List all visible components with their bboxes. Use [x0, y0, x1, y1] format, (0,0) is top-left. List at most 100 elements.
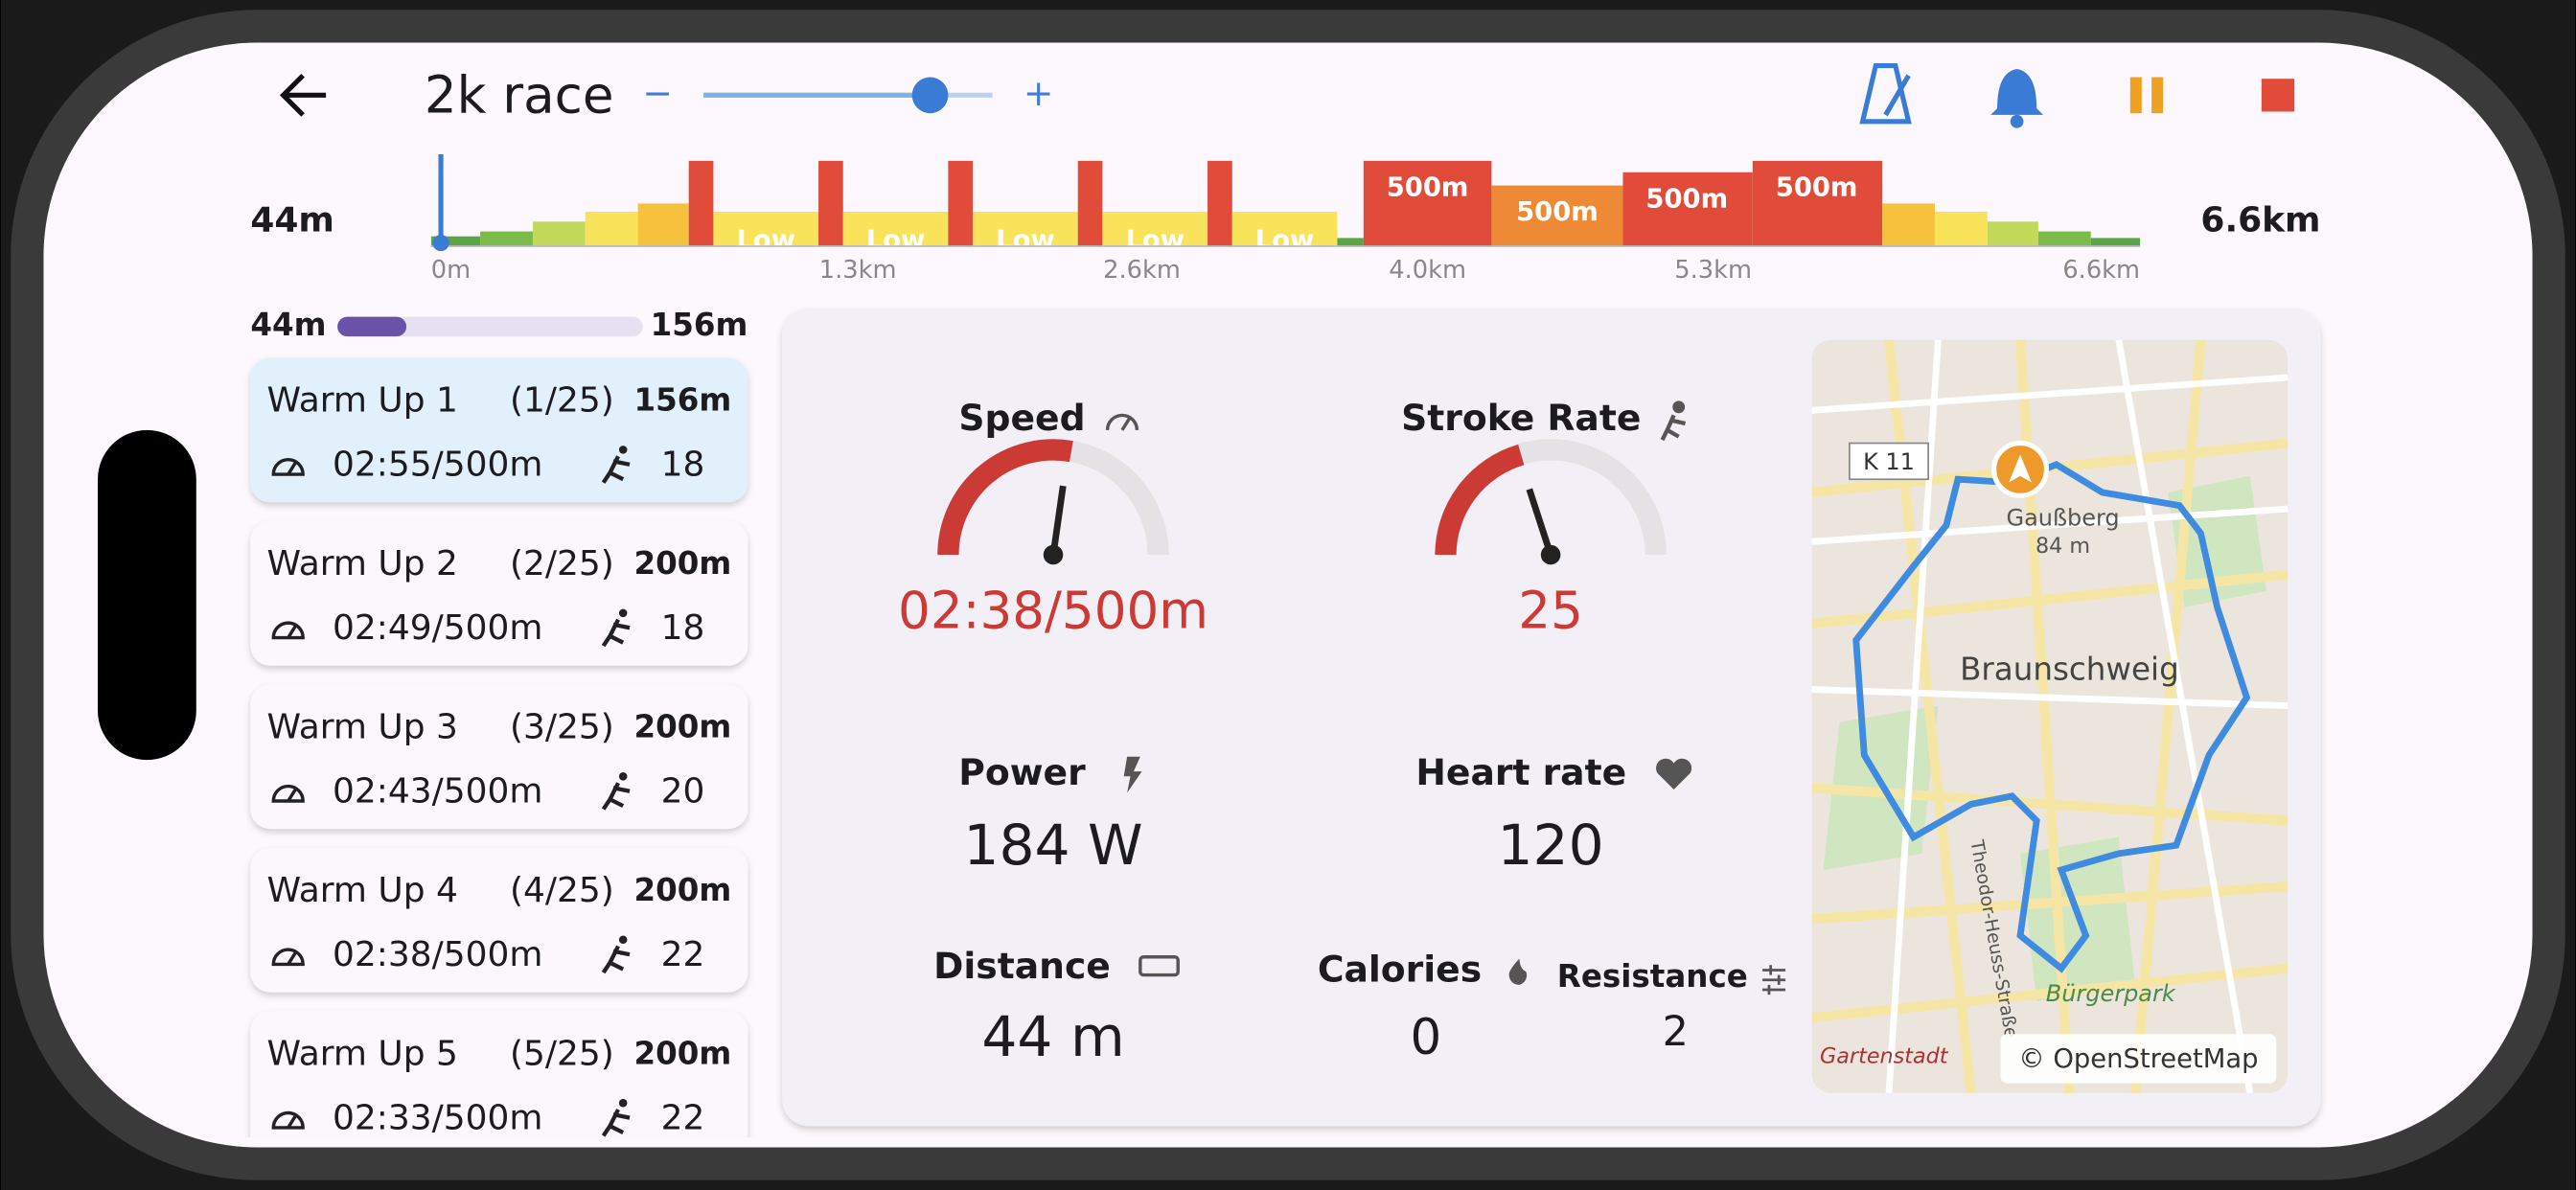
- interval-index: (2/25): [510, 544, 614, 584]
- segment-label: 500m: [1776, 173, 1858, 203]
- interval-bar: [688, 160, 714, 246]
- interval-bar: [2037, 231, 2091, 246]
- pace-icon: [271, 1110, 305, 1130]
- pause-bar: [2151, 77, 2164, 114]
- rower-icon-head: [618, 608, 628, 618]
- interval-bar: [480, 231, 533, 246]
- interval-bar: [430, 236, 481, 246]
- map-label: 84 m: [2036, 534, 2090, 559]
- axis-label: 1.3km: [819, 256, 897, 285]
- interval-card[interactable]: Warm Up 4 (4/25) 200m 02:38/500m 22: [250, 847, 748, 993]
- pace-icon: [271, 948, 305, 967]
- map-streets: [1811, 339, 2288, 1093]
- tune-icon: [1762, 965, 1786, 995]
- metric-value: 25: [1518, 581, 1583, 640]
- card-bg: [250, 684, 748, 830]
- interval-name: Warm Up 5: [266, 1035, 457, 1074]
- interval-distance: 200m: [633, 872, 731, 908]
- bell-icon: [1990, 68, 2044, 115]
- interval-index: (5/25): [510, 1035, 614, 1074]
- metric-label: Distance: [933, 945, 1111, 987]
- ruler-icon: [1138, 955, 1180, 977]
- interval-card[interactable]: Warm Up 3 (3/25) 200m 02:43/500m 20: [250, 684, 748, 830]
- interval-bar: [1491, 185, 1623, 246]
- interval-bar: [1934, 211, 1988, 246]
- rower-icon: [1660, 400, 1687, 442]
- map-label: Braunschweig: [1960, 652, 2179, 688]
- interval-pace: 02:43/500m: [333, 771, 542, 811]
- progress-track: [337, 316, 643, 337]
- segment-label: Low: [866, 225, 926, 255]
- interval-bar: [948, 160, 974, 246]
- zoom-in[interactable]: +: [1024, 72, 1054, 114]
- metric-value: 184 W: [963, 812, 1142, 878]
- axis-label: 6.6km: [2062, 256, 2140, 285]
- interval-card[interactable]: Warm Up 5 (5/25) 200m 02:33/500m 22: [250, 1011, 748, 1156]
- metronome-icon: [1859, 62, 1912, 125]
- interval-card[interactable]: Warm Up 1 (1/25) 156m 02:55/500m 18: [250, 357, 748, 503]
- speed-icon: [1105, 413, 1139, 431]
- interval-bar: [1337, 238, 1364, 246]
- slider-thumb[interactable]: [911, 77, 949, 114]
- interval-name: Warm Up 2: [266, 544, 457, 584]
- stop-button[interactable]: [2261, 79, 2295, 112]
- rower-icon: [601, 945, 631, 974]
- interval-bar: [842, 211, 949, 246]
- card-bg: [250, 520, 748, 666]
- pace-icon: [271, 458, 305, 476]
- back-button[interactable]: [279, 73, 327, 117]
- interval-bar: [1231, 211, 1338, 246]
- interval-bar: [973, 211, 1078, 246]
- progress-start: 44m: [250, 307, 326, 343]
- interval-bar: [1752, 160, 1883, 246]
- interval-rate: 22: [661, 935, 705, 974]
- icon-body: [1660, 414, 1687, 442]
- map-label: K 11: [1863, 448, 1915, 475]
- interval-bar: [818, 160, 843, 246]
- interval-index: (1/25): [510, 381, 614, 421]
- segment-label: 500m: [1516, 197, 1598, 227]
- interval-distance: 200m: [633, 709, 731, 745]
- axis-label: 0m: [431, 256, 471, 285]
- interval-bar: [637, 203, 689, 246]
- segment-label: 500m: [1645, 184, 1728, 214]
- icon-needle: [1120, 416, 1132, 431]
- route: [1852, 460, 2251, 973]
- interval-rate: 22: [661, 1098, 705, 1137]
- interval-bar: [532, 221, 586, 246]
- gauge-fill: [937, 439, 1073, 556]
- metric-value: 2: [1663, 1008, 1689, 1056]
- pin-arrow: [2009, 454, 2033, 483]
- metric-label: Resistance: [1557, 958, 1748, 995]
- metric-value: 44 m: [981, 1004, 1124, 1069]
- camera-notch: [98, 429, 196, 761]
- interval-bar: [713, 211, 819, 246]
- attribution[interactable]: © OpenStreetMap: [2018, 1044, 2258, 1074]
- interval-pace: 02:49/500m: [333, 608, 542, 648]
- progress-fill: [337, 316, 407, 337]
- metronome-arm: [1883, 74, 1911, 117]
- power-icon: [1123, 756, 1142, 793]
- rower-icon: [601, 782, 631, 811]
- interval-name: Warm Up 3: [266, 708, 457, 747]
- metric-label: Power: [958, 751, 1086, 793]
- rower-icon-head: [618, 935, 628, 945]
- metric-label: Calories: [1318, 949, 1482, 991]
- interval-rate: 18: [661, 608, 705, 648]
- segment-label: Low: [996, 225, 1055, 255]
- metric-value: 02:38/500m: [898, 581, 1208, 640]
- interval-card[interactable]: Warm Up 2 (2/25) 200m 02:49/500m 18: [250, 520, 748, 666]
- pace-icon: [271, 621, 305, 640]
- segment-label: Low: [1255, 225, 1315, 255]
- metronome-button[interactable]: [1859, 62, 1912, 125]
- pace-icon: [271, 784, 305, 803]
- interval-name: Warm Up 4: [266, 871, 457, 910]
- zoom-out[interactable]: −: [642, 72, 673, 114]
- rower-icon: [601, 618, 631, 648]
- pause-button[interactable]: [2129, 77, 2164, 114]
- flame-icon: [1508, 958, 1528, 985]
- bell-button[interactable]: [1990, 68, 2044, 128]
- interval-distance: 200m: [633, 545, 731, 582]
- interval-pace: 02:33/500m: [333, 1098, 542, 1137]
